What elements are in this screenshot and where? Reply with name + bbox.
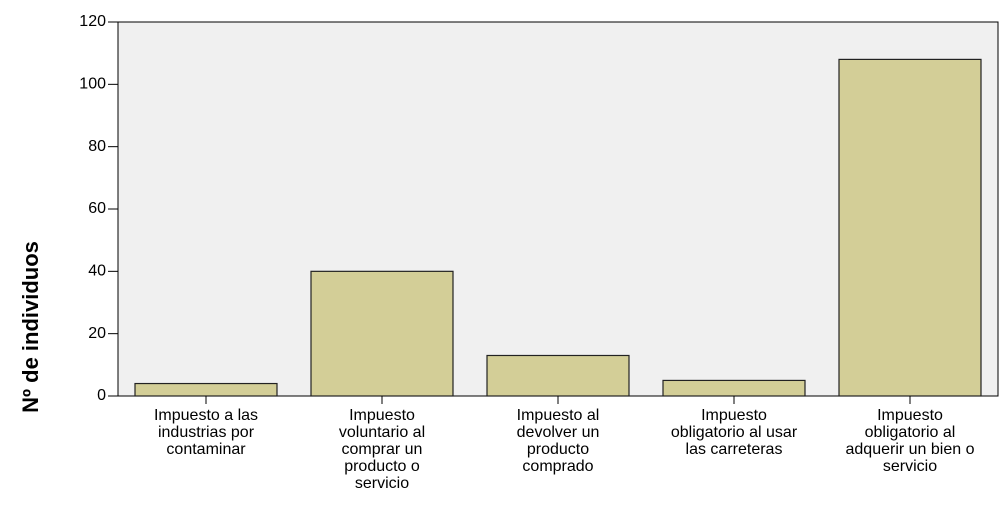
x-tick-label: Impuesto	[877, 407, 943, 424]
x-tick-label: obligatorio al	[865, 424, 956, 441]
y-tick-label: 40	[88, 263, 106, 280]
x-tick-label: servicio	[355, 475, 409, 492]
x-tick-label: obligatorio al usar	[671, 424, 798, 441]
x-tick-label: producto	[527, 441, 589, 458]
y-tick-label: 0	[97, 387, 106, 404]
x-tick-label: contaminar	[166, 441, 246, 458]
y-tick-label: 120	[79, 13, 106, 30]
bar	[662, 379, 806, 397]
bar	[134, 382, 278, 397]
x-tick-label: Impuesto a las	[154, 407, 258, 424]
x-tick-label: Impuesto al	[517, 407, 600, 424]
y-tick-label: 60	[88, 200, 106, 217]
x-tick-label: voluntario al	[339, 424, 425, 441]
x-tick-label: Impuesto	[701, 407, 767, 424]
x-tick-label: servicio	[883, 458, 937, 475]
x-tick-label: devolver un	[517, 424, 600, 441]
y-tick-label: 80	[88, 138, 106, 155]
x-tick-label: Impuesto	[349, 407, 415, 424]
x-tick-label: las carreteras	[686, 441, 783, 458]
x-tick-label: producto o	[344, 458, 420, 475]
y-axis-label: Nº de individuos	[18, 241, 43, 413]
y-tick-label: 100	[79, 76, 106, 93]
bar	[838, 58, 982, 397]
x-tick-label: comprar un	[342, 441, 423, 458]
bar	[486, 354, 630, 397]
y-tick-label: 20	[88, 325, 106, 342]
x-tick-label: comprado	[522, 458, 593, 475]
x-tick-label: industrias por	[158, 424, 255, 441]
x-tick-label: adquerir un bien o	[846, 441, 975, 458]
bar	[310, 270, 454, 397]
